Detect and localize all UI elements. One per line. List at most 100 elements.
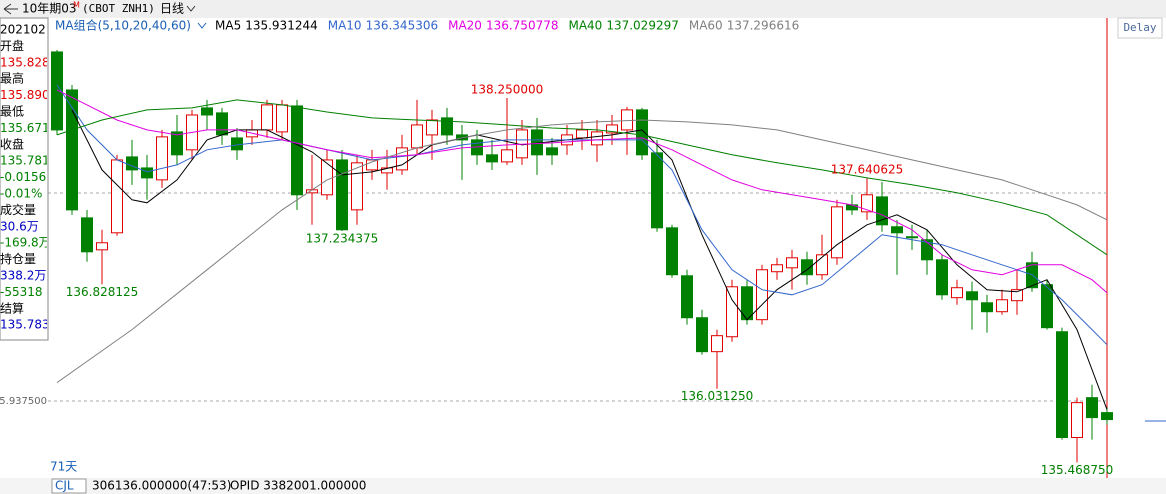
candle-body — [201, 107, 213, 116]
info-item: 30.6万 — [0, 219, 39, 233]
candle-body — [96, 242, 108, 251]
high-label: 138.250000 — [471, 82, 544, 96]
info-panel — [0, 17, 49, 341]
candle-body — [216, 112, 228, 136]
info-item: 持仓量 — [0, 251, 36, 266]
back-icon[interactable] — [3, 3, 18, 15]
plot — [48, 49, 1113, 463]
candle-body — [756, 269, 768, 321]
info-item: 135.783 — [0, 318, 50, 332]
info-item: 收盘 — [0, 136, 24, 151]
candle-body — [816, 254, 828, 276]
candle-body — [906, 236, 918, 239]
info-item: -0.01% — [0, 187, 42, 201]
candle-body — [1041, 284, 1053, 329]
low-label: 135.468750 — [1041, 463, 1114, 477]
candle-body — [141, 167, 153, 179]
period[interactable]: 日线 — [160, 2, 184, 16]
legend-name: MA10 — [328, 19, 362, 33]
candle-body — [966, 291, 978, 301]
symbol[interactable]: 10年期03 — [22, 2, 77, 16]
legend-name: MA5 — [215, 19, 241, 33]
candle-body — [891, 226, 903, 234]
candle-body — [501, 149, 513, 163]
info-item: 最低 — [0, 105, 24, 119]
legend-name: MA60 — [689, 19, 723, 33]
candle-body — [156, 136, 168, 181]
candle-body — [681, 275, 693, 319]
info-item: 135.828 — [0, 55, 50, 69]
candle-body — [576, 129, 588, 139]
candle-body — [351, 162, 363, 211]
info-item: 135.781 — [0, 154, 50, 168]
candle-body — [936, 259, 948, 296]
low-label: 136.031250 — [681, 389, 754, 403]
candle-body — [336, 159, 348, 231]
candle-body — [51, 51, 63, 131]
low-label: 137.234375 — [306, 232, 379, 246]
candle-body — [786, 257, 798, 269]
candle-body — [651, 152, 663, 229]
candle-body — [981, 302, 993, 313]
info-item: 开盘 — [0, 38, 24, 53]
candle-body — [396, 147, 408, 171]
info-item: 最高 — [0, 71, 24, 86]
code: (CBOT ZNH1) — [82, 2, 155, 15]
candle-body — [231, 137, 243, 151]
candle-body — [636, 109, 648, 156]
top-bar — [0, 0, 1166, 18]
candle-body — [1101, 412, 1113, 421]
ma-line — [56, 119, 1108, 384]
ma-line — [56, 99, 1108, 256]
flag: M — [73, 1, 80, 10]
opid: OPID 3382001.000000 — [230, 479, 366, 493]
candle-body — [426, 119, 438, 136]
legend-value: 136.750778 — [486, 19, 559, 33]
candle-body — [606, 124, 618, 134]
candle-body — [171, 131, 183, 156]
candle-body — [321, 159, 333, 196]
candle-body — [1056, 331, 1068, 439]
info-item: 结算 — [0, 300, 24, 315]
ma-line — [71, 109, 1108, 410]
info-item: -0.01562 — [0, 170, 54, 184]
volume: 306136.000000(47:53) — [92, 479, 231, 493]
info-item: 338.2万 — [0, 269, 46, 283]
candle-body — [921, 239, 933, 261]
delay-box — [1117, 17, 1163, 39]
candle-body — [291, 105, 303, 196]
candle-body — [861, 194, 873, 213]
candle-body — [486, 154, 498, 163]
candle-body — [846, 204, 858, 211]
candle-body — [831, 206, 843, 259]
legend-value: 137.029297 — [606, 19, 679, 33]
info-item: -55318 — [0, 285, 43, 299]
candle-body — [276, 104, 288, 133]
candle-body — [951, 287, 963, 299]
info-item: 135.671 — [0, 121, 50, 135]
candle-body — [441, 117, 453, 136]
candle-body — [1086, 397, 1098, 419]
ma-group[interactable]: MA组合(5,10,20,40,60) — [55, 18, 191, 33]
indicator-box[interactable] — [51, 478, 87, 494]
candle-body — [1011, 289, 1023, 302]
indicator[interactable]: CJL — [55, 479, 74, 493]
legend-value: 136.345306 — [366, 19, 439, 33]
candle-body — [1071, 402, 1083, 439]
footer-bar — [0, 478, 1166, 494]
legend-value: 137.296616 — [727, 19, 800, 33]
info-item: 2021021 — [0, 23, 53, 37]
candle-body — [771, 264, 783, 273]
ma-dropdown[interactable] — [197, 22, 207, 29]
candle-body — [621, 109, 633, 131]
legend-name: MA40 — [568, 19, 602, 33]
y-tick-label: 135.937500 — [0, 396, 47, 407]
info-item: 135.890 — [0, 88, 50, 102]
ma-line — [56, 84, 1108, 346]
candle-body — [411, 124, 423, 149]
period-dropdown[interactable] — [186, 5, 196, 12]
candle-body — [996, 299, 1008, 313]
candle-body — [261, 104, 273, 131]
